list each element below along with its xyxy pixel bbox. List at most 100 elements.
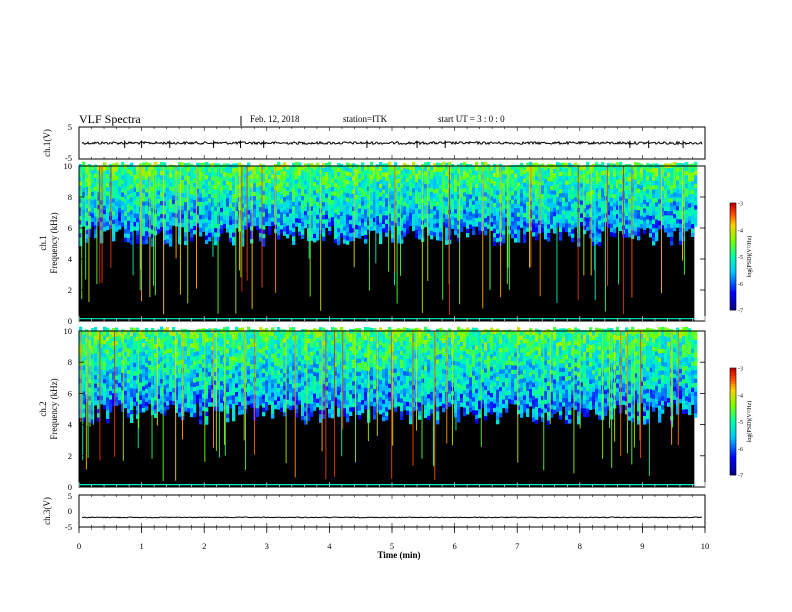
spectrogram-cell (241, 357, 245, 363)
spectrogram-cell (133, 375, 137, 381)
spectrogram-cell (190, 403, 194, 409)
spectrogram-cell (265, 358, 269, 364)
spectrogram-cell (310, 201, 314, 207)
spectrogram-cell (85, 225, 89, 230)
spectrogram-cell (91, 349, 95, 355)
spectrogram-cell (694, 166, 698, 171)
spectrogram-cell (451, 181, 455, 186)
spectrogram-cell (172, 327, 176, 332)
spectrogram-cell (502, 230, 506, 235)
spectrogram-cell (268, 374, 272, 379)
spectrogram-cell (556, 183, 560, 189)
spectrogram-cell (505, 187, 509, 192)
spectrogram-cell (229, 369, 233, 374)
spectrogram-cell (511, 186, 515, 192)
spectrogram-cell (190, 198, 194, 203)
spectrogram-cell (502, 208, 506, 214)
spectrogram-cell (292, 171, 296, 177)
spectrogram-cell (460, 167, 464, 172)
spectrogram-cell (160, 335, 164, 340)
spectrogram-cell (160, 365, 164, 371)
spectrogram-cell (637, 235, 641, 241)
spectrogram-cell (88, 198, 92, 204)
spectrogram-cell (169, 168, 173, 174)
spectrogram-cell (100, 382, 104, 388)
spectrogram-cell (634, 175, 638, 180)
spectrogram-cell (145, 192, 149, 197)
spectrogram-cell (268, 191, 272, 197)
spectrogram-cell (523, 234, 527, 239)
spectrogram-cell (388, 166, 392, 171)
spectrogram-cell (361, 192, 365, 198)
spectrogram-cell (403, 223, 407, 228)
spectrogram-cell (454, 174, 458, 179)
spectrogram-cell (532, 167, 536, 173)
spectrogram-cell (679, 214, 683, 220)
spectrogram-cell (238, 362, 242, 368)
spectrogram-cell (352, 193, 356, 199)
spectrogram-cell (145, 371, 149, 376)
spectrogram-cell (172, 361, 176, 367)
spectrogram-cell (664, 219, 668, 224)
spectrogram-cell (163, 376, 167, 381)
spectrogram-cell (244, 186, 248, 192)
spectrogram-cell (217, 219, 221, 225)
spectrogram-cell (205, 385, 209, 391)
spectrogram-cell (430, 165, 434, 171)
spectrogram-cell (118, 216, 122, 222)
spectrogram-cell (199, 393, 203, 399)
spectrogram-cell (295, 217, 299, 223)
spectrogram-cell (229, 177, 233, 182)
spectrogram-cell (355, 164, 359, 169)
spectrogram-cell (169, 365, 173, 371)
spectrogram-cell (205, 363, 209, 369)
spectrogram-cell (127, 373, 131, 379)
spectrogram-cell (469, 176, 473, 182)
ytick-label: 6 (68, 223, 72, 233)
spectrogram-cell (178, 381, 182, 387)
spectrogram-cell (397, 225, 401, 231)
spectrogram-cell (376, 168, 380, 174)
spectrogram-cell (460, 214, 464, 220)
spectrogram-cell (370, 204, 374, 210)
spectrogram-cell (301, 178, 305, 184)
spectrogram-cell (253, 212, 257, 218)
spectrogram-cell (166, 370, 170, 376)
colorbar-swatch (730, 261, 736, 265)
spectrogram-cell (547, 219, 551, 225)
spectrogram-cell (160, 370, 164, 375)
spectrogram-cell (337, 188, 341, 194)
spectrogram-cell (520, 162, 524, 168)
spectrogram-cell (634, 179, 638, 184)
spectrogram-cell (187, 184, 191, 189)
spectrogram-cell (442, 196, 446, 201)
spectrogram-cell (547, 180, 551, 186)
spectrogram-cell (565, 219, 569, 224)
spectrogram-cell (211, 345, 215, 351)
spectrogram-cell (130, 414, 134, 419)
colorbar-tick-label: -7 (738, 309, 743, 315)
spectrogram-cell (661, 186, 665, 191)
spectrogram-cell (496, 177, 500, 183)
spectrogram-cell (349, 210, 353, 216)
spectrogram-cell (382, 215, 386, 220)
spectrogram-cell (133, 221, 137, 227)
spectrogram-cell (640, 189, 644, 195)
spectrogram-cell (139, 377, 143, 383)
spectrogram-cell (646, 167, 650, 173)
spectrogram-cell (475, 170, 479, 176)
spectrogram-cell (166, 213, 170, 218)
spectrogram-cell (313, 224, 317, 230)
spectrogram-cell (694, 174, 698, 180)
spectrogram-cell (379, 230, 383, 236)
spectrogram-cell (139, 382, 143, 387)
spectrogram-cell (235, 378, 239, 384)
spectrogram-cell (565, 214, 569, 220)
spectrogram-cell (229, 229, 233, 234)
spectrogram-cell (334, 217, 338, 222)
spectrogram-cell (619, 179, 623, 184)
spectrogram-cell (235, 197, 239, 203)
spectrogram-cell (85, 212, 89, 217)
spectrogram-cell (241, 181, 245, 187)
spectrogram-cell (130, 201, 134, 206)
